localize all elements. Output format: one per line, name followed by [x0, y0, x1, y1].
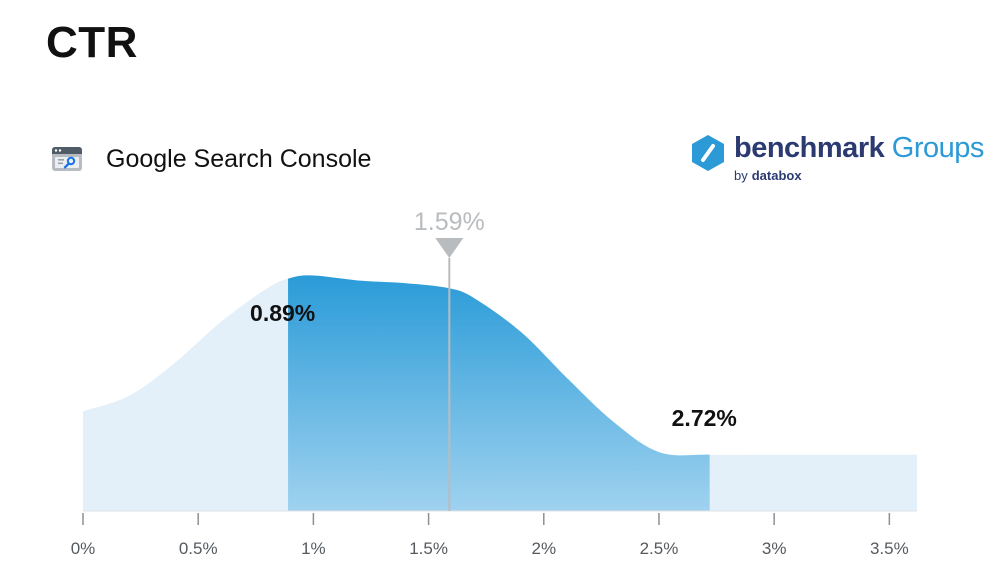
median-marker-icon: [435, 238, 464, 258]
upper-bound-label: 2.72%: [672, 405, 737, 431]
brand-name: benchmark Groups: [734, 132, 984, 165]
data-source: Google Search Console: [50, 142, 371, 176]
page-title: CTR: [46, 18, 138, 67]
median-label: 1.59%: [414, 208, 485, 236]
x-tick-label: 2%: [531, 539, 556, 558]
benchmark-logo-icon: [692, 135, 724, 171]
x-tick-label: 3%: [762, 539, 787, 558]
x-tick-label: 3.5%: [870, 539, 909, 558]
highlight-band-area: [288, 275, 710, 511]
source-label: Google Search Console: [106, 144, 372, 173]
x-tick-label: 1.5%: [409, 539, 448, 558]
search-console-icon: [52, 147, 82, 171]
lower-bound-label: 0.89%: [250, 300, 315, 326]
brand-logo: benchmark Groups by databox: [690, 132, 984, 192]
x-tick-label: 2.5%: [640, 539, 679, 558]
brand-sub-by: by: [734, 168, 748, 183]
chart-plot-area: 0% 0.5% 1% 1.5% 2% 2.5% 3% 3.5% 1.59% 0.89% 2.72%: [71, 208, 917, 558]
x-tick-label: 0%: [71, 539, 96, 558]
x-tick-label: 0.5%: [179, 539, 218, 558]
brand-name-suffix: Groups: [891, 132, 985, 164]
x-tick-label: 1%: [301, 539, 326, 558]
brand-sub-name: databox: [751, 168, 802, 183]
brand-name-main: benchmark: [734, 132, 885, 164]
brand-subtitle: by databox: [734, 168, 802, 183]
